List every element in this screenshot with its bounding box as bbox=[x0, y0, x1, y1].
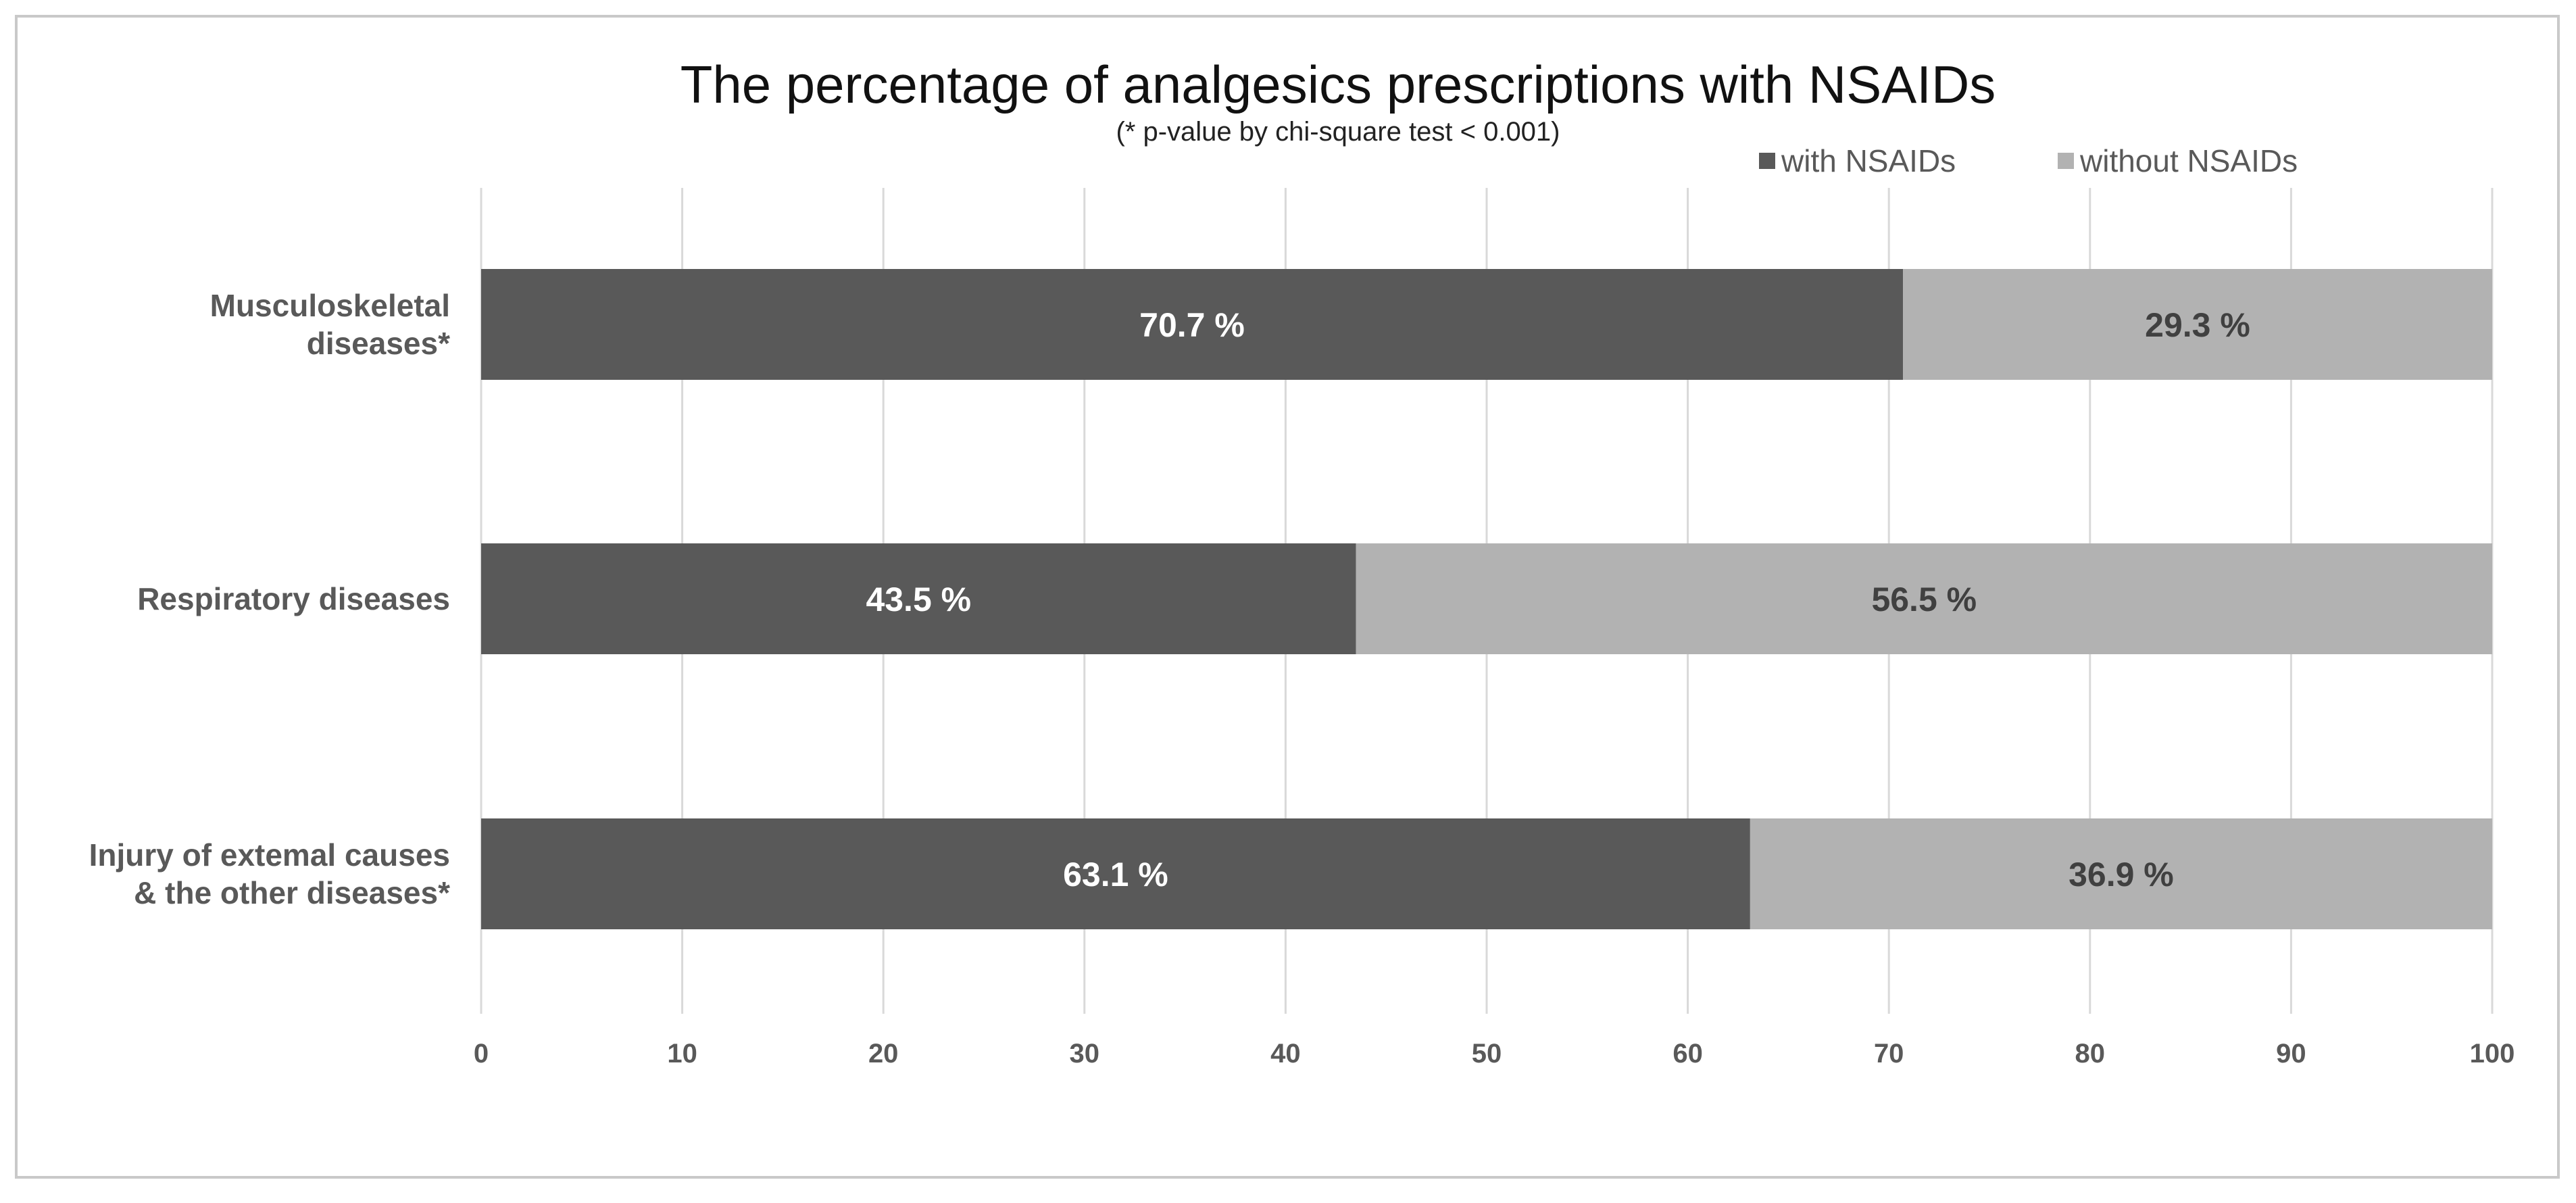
chart-title: The percentage of analgesics prescriptio… bbox=[680, 55, 1996, 114]
bar-without-nsaids bbox=[1356, 543, 2492, 654]
bars bbox=[481, 269, 2492, 929]
data-label: 63.1 % bbox=[1063, 856, 1168, 893]
category-label: Respiratory diseases bbox=[137, 581, 450, 616]
chart-subtitle: (* p-value by chi-square test < 0.001) bbox=[1116, 117, 1560, 147]
x-tick-label: 50 bbox=[1472, 1039, 1502, 1069]
legend-label-with-nsaids: with NSAIDs bbox=[1781, 143, 1956, 178]
data-label: 36.9 % bbox=[2069, 856, 2174, 893]
x-tick-label: 40 bbox=[1270, 1039, 1301, 1069]
bar-without-nsaids bbox=[1903, 269, 2492, 380]
data-label: 56.5 % bbox=[1871, 581, 1977, 618]
x-tick-label: 20 bbox=[868, 1039, 899, 1069]
bar-with-nsaids bbox=[481, 818, 1750, 929]
bar-without-nsaids bbox=[1750, 818, 2492, 929]
data-labels: 70.7 % 29.3 % 43.5 % 56.5 % 63.1 % 36.9 % bbox=[866, 306, 2250, 893]
x-tick-label: 70 bbox=[1874, 1039, 1904, 1069]
bar-with-nsaids bbox=[481, 543, 1356, 654]
data-label: 43.5 % bbox=[866, 581, 971, 618]
category-label: Musculoskeletal bbox=[210, 288, 450, 323]
x-tick-label: 10 bbox=[667, 1039, 697, 1069]
x-tick-label: 80 bbox=[2075, 1039, 2106, 1069]
category-label: Injury of extemal causes bbox=[89, 837, 450, 873]
bar-with-nsaids bbox=[481, 269, 1904, 380]
legend-label-without-nsaids: without NSAIDs bbox=[2079, 143, 2298, 178]
x-tick-labels: 0 10 20 30 40 50 60 70 80 90 100 bbox=[474, 1039, 2515, 1069]
category-label: & the other diseases* bbox=[134, 875, 450, 910]
legend-swatch-without-nsaids bbox=[2058, 153, 2074, 169]
x-tick-label: 100 bbox=[2470, 1039, 2515, 1069]
x-tick-label: 60 bbox=[1673, 1039, 1703, 1069]
category-label: diseases* bbox=[307, 326, 450, 361]
data-label: 29.3 % bbox=[2145, 306, 2250, 344]
legend-swatch-with-nsaids bbox=[1759, 153, 1775, 169]
data-label: 70.7 % bbox=[1139, 306, 1245, 344]
legend: with NSAIDs without NSAIDs bbox=[1759, 143, 2298, 178]
x-tick-label: 30 bbox=[1070, 1039, 1100, 1069]
x-tick-label: 0 bbox=[474, 1039, 489, 1069]
x-tick-label: 90 bbox=[2276, 1039, 2306, 1069]
